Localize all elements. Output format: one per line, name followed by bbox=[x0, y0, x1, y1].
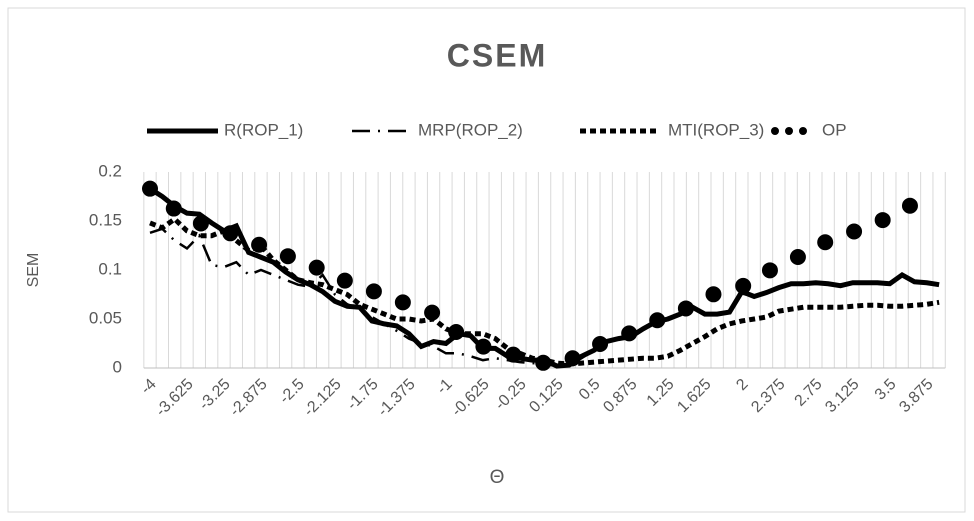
legend-label: R(ROP_1) bbox=[224, 120, 303, 139]
chart-title: CSEM bbox=[447, 37, 547, 73]
x-axis-label: Θ bbox=[490, 467, 505, 488]
legend-label: MTI(ROP_3) bbox=[668, 120, 764, 139]
series-line bbox=[149, 215, 940, 367]
legend-label: OP bbox=[822, 120, 847, 139]
y-tick-label: 0.05 bbox=[89, 308, 122, 327]
y-tick-label: 0.1 bbox=[98, 259, 122, 278]
y-tick-label: 0.2 bbox=[98, 161, 122, 180]
chart-frame bbox=[7, 7, 966, 513]
y-axis-label: SEM bbox=[25, 253, 42, 288]
y-tick-label: 0 bbox=[113, 357, 122, 376]
series-line bbox=[148, 186, 940, 369]
legend-label: MRP(ROP_2) bbox=[418, 120, 523, 139]
y-tick-label: 0.15 bbox=[89, 210, 122, 229]
